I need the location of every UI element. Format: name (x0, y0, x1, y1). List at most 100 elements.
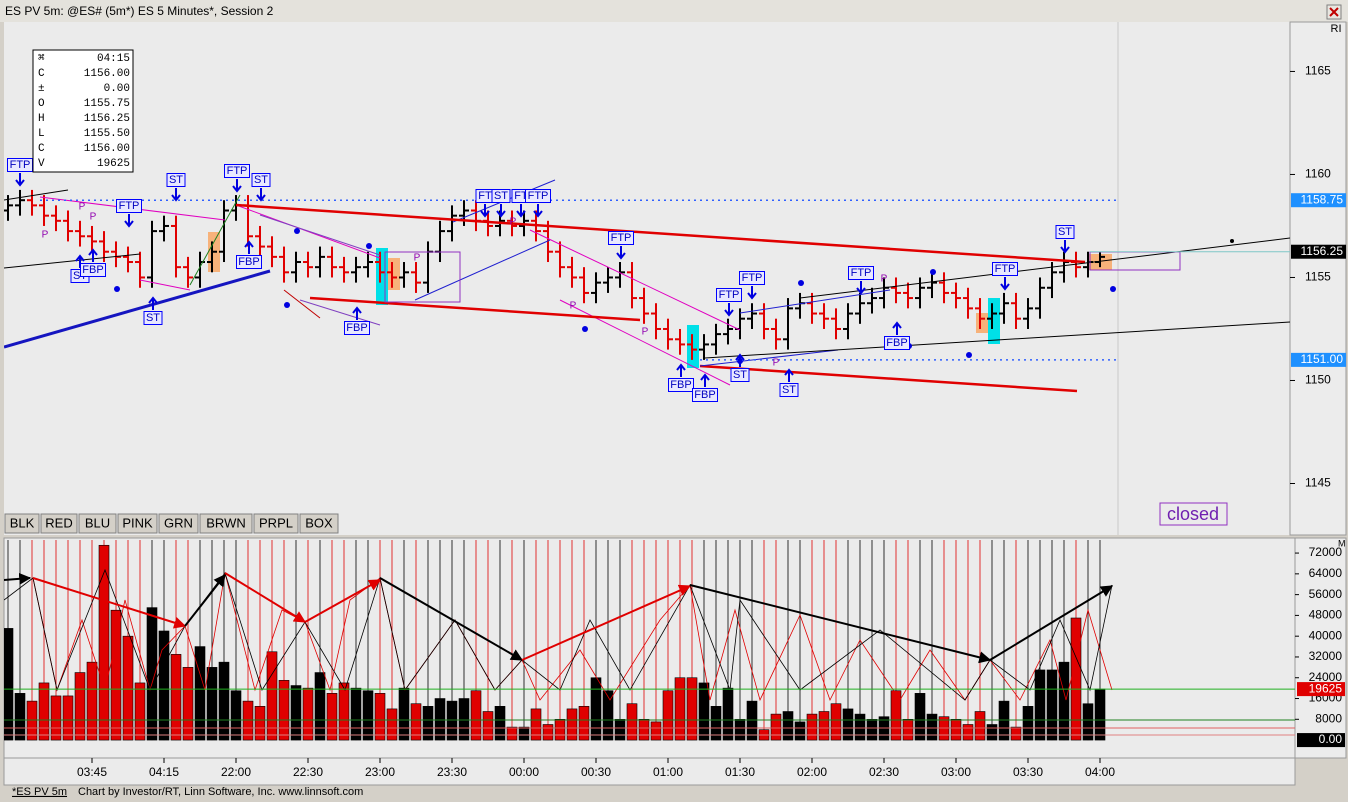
signal-box (884, 336, 910, 350)
signal-label: FBP (886, 337, 907, 349)
pivot-label: P (881, 274, 888, 285)
signal-box (224, 164, 250, 178)
trend-line (739, 289, 891, 314)
dot (366, 243, 372, 249)
y-tick-label: 48000 (1309, 608, 1343, 622)
info-key: ± (38, 83, 45, 95)
signal-arrow (480, 204, 490, 218)
volume-bar (362, 690, 374, 741)
tool-button[interactable] (117, 513, 158, 534)
dots (114, 228, 1234, 364)
volume-overlay: 8000160002400032000400004800056000640007… (4, 538, 1346, 748)
zigzag (32, 572, 1113, 702)
volume-axis-panel (1294, 537, 1347, 759)
volume-bar (686, 677, 698, 741)
signal-arrow (516, 204, 526, 218)
pivot-label: P (642, 327, 649, 338)
arrow (224, 572, 307, 623)
volume-marker-label: 19625 (1309, 681, 1343, 695)
volume-bar (242, 700, 254, 741)
time-axis (3, 757, 1296, 786)
volume-bar (38, 682, 50, 741)
signal-label: FTP (611, 232, 632, 244)
info-key: V (38, 158, 45, 170)
arrow (304, 579, 382, 623)
pivot-label: P (510, 217, 517, 228)
signal-label: FBP (238, 256, 259, 268)
volume-bar (434, 698, 446, 741)
volume-bar (254, 706, 266, 741)
volume-bar (218, 661, 230, 741)
signal-box (608, 231, 634, 245)
tool-button[interactable] (40, 513, 78, 534)
signal-box (116, 199, 142, 213)
price-marker-label: 1156.25 (1301, 244, 1344, 258)
volume-bar (62, 695, 74, 741)
y-tick-label: 1165 (1305, 64, 1331, 78)
signal-box (668, 378, 694, 392)
signal-arrow (124, 214, 134, 228)
info-value: 1156.00 (84, 143, 130, 155)
signal-arrow (352, 306, 362, 320)
volume-bar (422, 706, 434, 741)
volume-bar (1094, 688, 1106, 741)
close-icon (1329, 7, 1339, 17)
signal-arrow (496, 204, 506, 218)
volume-bar (290, 685, 302, 741)
pivot-label: P (414, 253, 421, 264)
volume-marker (1297, 682, 1345, 697)
signal-label: FBP (82, 264, 103, 276)
volume-bar (482, 711, 494, 741)
signal-arrow (256, 188, 266, 202)
dot (930, 269, 936, 275)
volume-bar (674, 677, 686, 741)
volume-bar (518, 726, 530, 741)
volume-bar (230, 690, 242, 741)
x-tick-label: 23:30 (437, 765, 467, 779)
corner-label: RI (1331, 23, 1342, 35)
tool-button[interactable] (4, 513, 40, 534)
signal-label: ST (1058, 226, 1072, 238)
signal-label: FTP (528, 190, 549, 202)
dot (1110, 286, 1116, 292)
signal-label: ST (494, 190, 508, 202)
pivot-label: P (42, 230, 49, 241)
volume-bar (158, 630, 170, 741)
signal-label: ST (782, 384, 796, 396)
volume-bar (554, 718, 566, 741)
volume-bar (86, 661, 98, 741)
tool-button[interactable] (158, 513, 199, 534)
info-value: 0.00 (104, 83, 130, 95)
signal-arrow (244, 240, 254, 254)
volume-bar (110, 609, 122, 741)
volume-bar (650, 721, 662, 741)
info-value: 04:15 (97, 53, 130, 65)
volume-bar (866, 718, 878, 741)
dot (1230, 239, 1234, 243)
info-box (32, 49, 134, 173)
signal-label: FT (478, 190, 492, 202)
footer-tab[interactable]: *ES PV 5m (12, 786, 67, 798)
volume-bar (974, 711, 986, 741)
tool-button[interactable] (78, 513, 117, 534)
window-title: ES PV 5m: @ES# (5m*) ES 5 Minutes*, Sess… (5, 4, 274, 18)
x-tick-label: 00:30 (581, 765, 611, 779)
tool-button[interactable] (253, 513, 299, 534)
price-axis-panel (1289, 21, 1347, 536)
volume-bar (398, 687, 410, 741)
trend-line (4, 269, 271, 349)
trend-line (704, 321, 1290, 359)
tool-button[interactable] (199, 513, 253, 534)
volume-bar (1058, 661, 1070, 741)
dot (798, 280, 804, 286)
x-tick-label: 22:00 (221, 765, 251, 779)
volume-bar (374, 693, 386, 741)
tool-button[interactable] (299, 513, 339, 534)
volume-bar (74, 672, 86, 741)
signal-label: FTP (995, 263, 1016, 275)
x-tick-label: 00:00 (509, 765, 539, 779)
trend-line (259, 214, 381, 256)
signal-box (344, 321, 370, 335)
arrow (379, 577, 524, 661)
